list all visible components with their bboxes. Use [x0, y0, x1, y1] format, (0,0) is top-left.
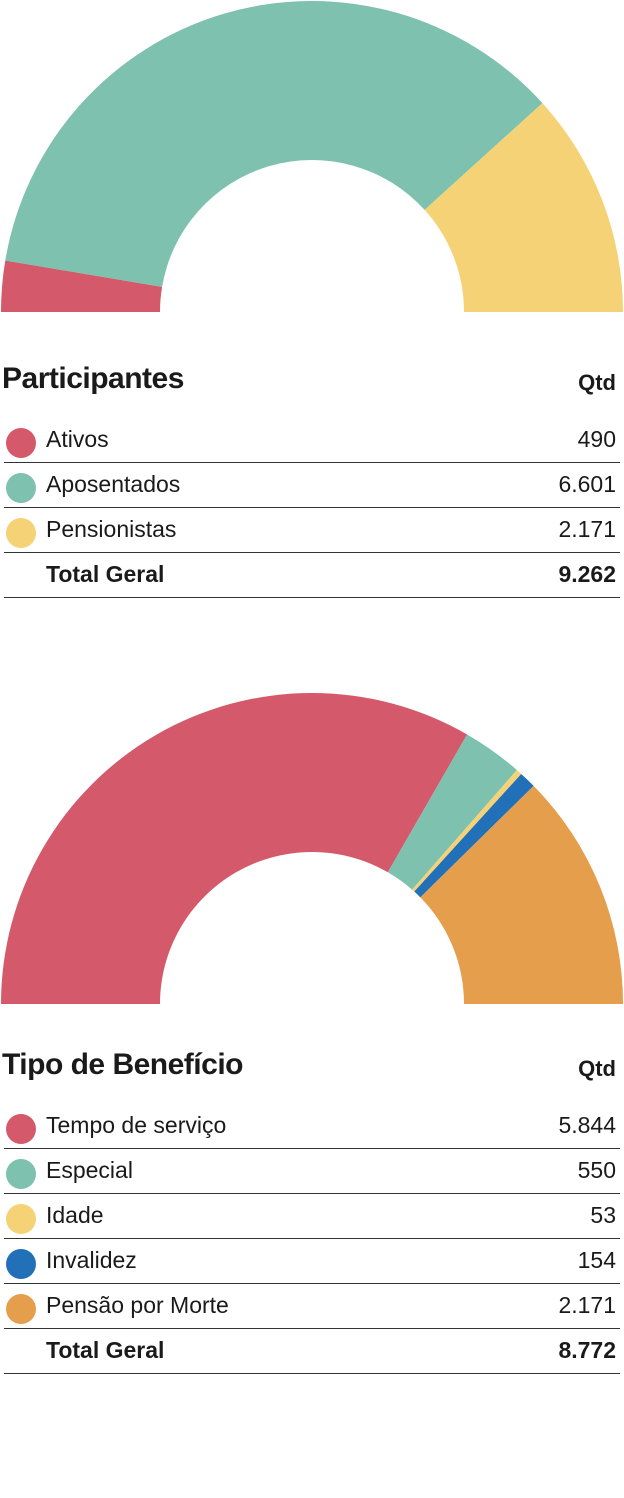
total-value: 9.262	[558, 561, 616, 587]
legend-dot	[6, 518, 36, 548]
total-row: Total Geral 8.772	[4, 1329, 620, 1374]
tipo-beneficio-qtd-header: Qtd	[578, 1056, 616, 1081]
table-row: Ativos 490	[4, 418, 620, 463]
legend-dot	[6, 473, 36, 503]
row-value: 6.601	[558, 471, 616, 497]
legend-dot	[6, 1114, 36, 1144]
legend-dot	[6, 1159, 36, 1189]
row-value: 550	[577, 1157, 616, 1183]
tipo-beneficio-table-header: Tipo de Benefício Qtd	[0, 1048, 624, 1088]
tipo-beneficio-table: Tempo de serviço 5.844 Especial 550 Idade 53 I…	[4, 1104, 620, 1374]
table-row: Idade 53	[4, 1194, 620, 1239]
row-value: 5.844	[558, 1112, 616, 1138]
participantes-table: Ativos 490 Aposentados 6.601 Pensionistas 2.1…	[4, 418, 620, 598]
row-label: Especial	[46, 1157, 133, 1183]
total-label: Total Geral	[46, 1337, 165, 1363]
slice-tempo-de-servico	[1, 693, 468, 1004]
participantes-qtd-header: Qtd	[578, 370, 616, 395]
table-row: Tempo de serviço 5.844	[4, 1104, 620, 1149]
participantes-title: Participantes	[2, 362, 184, 395]
participantes-section: Participantes Qtd Ativos 490 Aposentados 6.…	[0, 0, 624, 610]
tipo-beneficio-title: Tipo de Benefício	[2, 1048, 243, 1081]
total-row: Total Geral 9.262	[4, 553, 620, 598]
row-value: 2.171	[558, 516, 616, 542]
table-row: Especial 550	[4, 1149, 620, 1194]
legend-dot	[6, 1294, 36, 1324]
table-row: Aposentados 6.601	[4, 463, 620, 508]
row-value: 53	[590, 1202, 616, 1228]
legend-dot	[6, 1249, 36, 1279]
tipo-beneficio-section: Tipo de Benefício Qtd Tempo de serviço 5.…	[0, 693, 624, 1374]
table-row: Pensionistas 2.171	[4, 508, 620, 553]
slice-idade	[412, 770, 522, 892]
slice-ativos	[1, 260, 163, 312]
legend-dot	[6, 1204, 36, 1234]
participantes-donut-chart	[1, 1, 623, 312]
row-value: 154	[577, 1247, 616, 1273]
table-row: Pensão por Morte 2.171	[4, 1284, 620, 1329]
slice-invalidez	[414, 773, 534, 898]
slice-especial	[387, 734, 517, 890]
row-label: Tempo de serviço	[46, 1112, 227, 1138]
row-label: Ativos	[46, 426, 109, 452]
slice-pensionistas	[424, 103, 623, 312]
row-value: 2.171	[558, 1292, 616, 1318]
row-label: Aposentados	[46, 471, 181, 497]
row-label: Pensão por Morte	[46, 1292, 229, 1318]
table-row: Invalidez 154	[4, 1239, 620, 1284]
legend-dot	[6, 428, 36, 458]
tipo-beneficio-donut-chart	[1, 693, 623, 1004]
row-label: Invalidez	[46, 1247, 137, 1273]
row-label: Idade	[46, 1202, 104, 1228]
total-label: Total Geral	[46, 561, 165, 587]
row-value: 490	[577, 426, 616, 452]
participantes-table-header: Participantes Qtd	[0, 362, 624, 402]
slice-pensao-por-morte	[420, 785, 623, 1004]
slice-aposentados	[5, 1, 543, 287]
total-value: 8.772	[558, 1337, 616, 1363]
row-label: Pensionistas	[46, 516, 177, 542]
